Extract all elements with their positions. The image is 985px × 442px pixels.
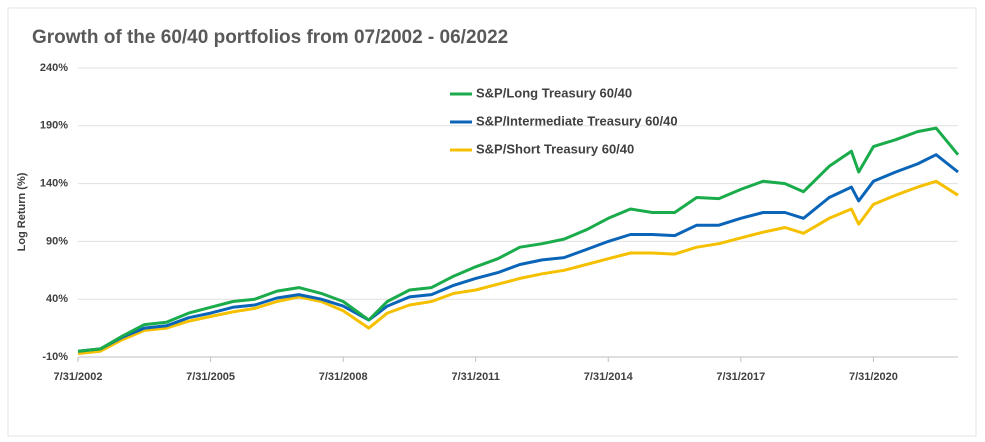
series-line [77, 179, 959, 355]
legend-label: S&P/Long Treasury 60/40 [476, 85, 632, 100]
y-tick-label: 90% [46, 235, 68, 247]
chart-title: Growth of the 60/40 portfolios from 07/2… [32, 27, 508, 48]
y-tick-label: 40% [46, 293, 68, 305]
x-tick-label: 7/31/2011 [451, 371, 499, 383]
x-tick-label: 7/31/2017 [716, 371, 765, 383]
y-tick-label: 190% [40, 120, 68, 132]
x-tick-label: 7/31/2020 [849, 371, 898, 383]
chart-frame [7, 7, 977, 437]
y-axis-label: Log Return (%) [16, 172, 28, 251]
y-tick-label: 240% [40, 62, 68, 74]
y-tick-label: -10% [42, 351, 68, 363]
series-line [77, 126, 960, 353]
legend-label: S&P/Intermediate Treasury 60/40 [476, 113, 678, 128]
x-tick-label: 7/31/2002 [54, 371, 103, 383]
y-tick-label: 140% [40, 178, 68, 190]
series-line [77, 153, 959, 353]
x-tick-label: 7/31/2005 [186, 371, 235, 383]
x-tick-label: 7/31/2008 [319, 371, 368, 383]
x-tick-label: 7/31/2014 [584, 371, 634, 383]
legend-label: S&P/Short Treasury 60/40 [476, 141, 634, 156]
